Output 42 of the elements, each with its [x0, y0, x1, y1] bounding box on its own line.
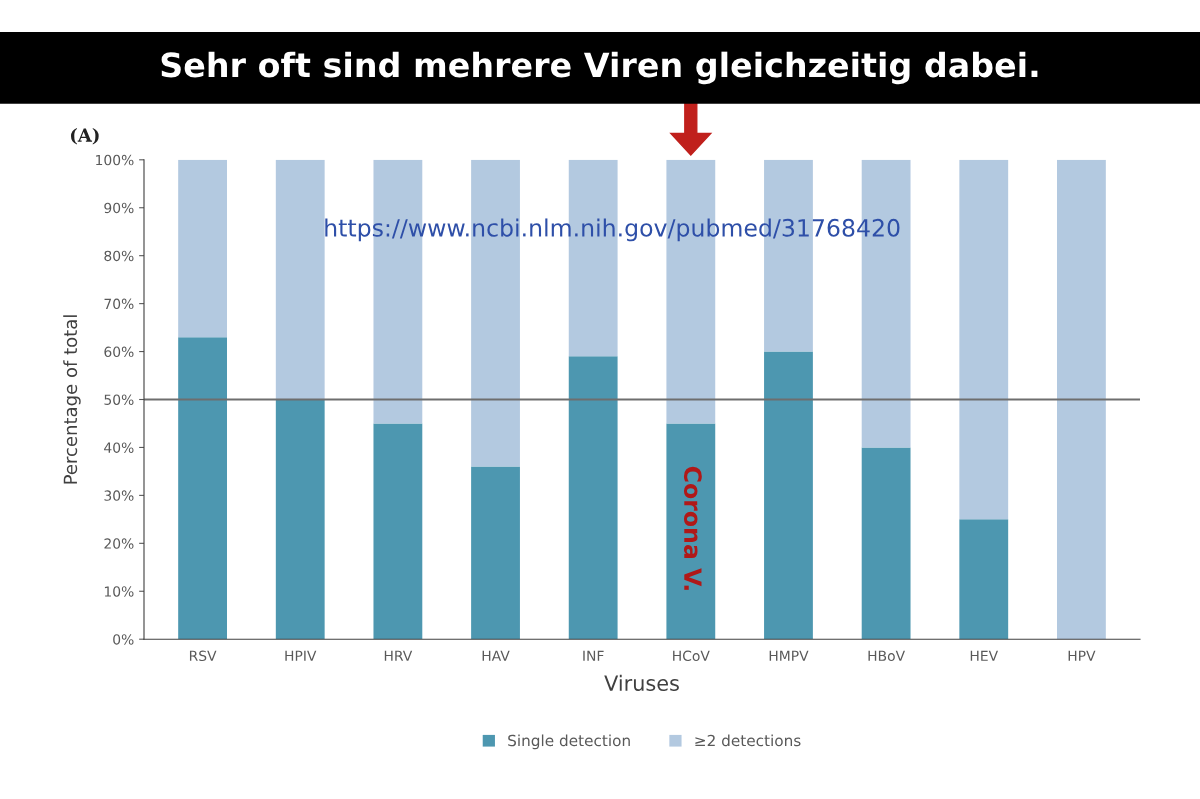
x-tick-label: HAV: [482, 650, 510, 661]
x-tick-label: HMPV: [769, 650, 809, 661]
y-tick-label: 100%: [96, 154, 134, 166]
bar: [373, 423, 423, 640]
bar: [764, 351, 813, 640]
y-tick-label: 0%: [113, 634, 134, 645]
legend-label: Single detection: [508, 734, 630, 750]
x-tick-label: INF: [583, 650, 604, 661]
x-tick-label: HRV: [384, 650, 413, 661]
y-axis-title: Percentage of total: [63, 315, 81, 484]
chart-title: Sehr oft sind mehrere Viren gleichzeitig dabei.: [161, 51, 1038, 85]
annotation: Corona V.: [683, 466, 702, 590]
x-tick-label: HPIV: [285, 650, 317, 661]
bar: [1057, 159, 1106, 640]
x-tick-label: HCoV: [673, 650, 710, 662]
y-tick-label: 20%: [104, 538, 134, 549]
legend-label: ≥2 detections: [695, 734, 801, 747]
text: (A): [71, 127, 99, 145]
x-tick-label: HEV: [970, 650, 999, 661]
bar: [568, 356, 618, 640]
bar: [666, 423, 716, 640]
bar: [275, 159, 325, 400]
bar: [959, 519, 1009, 640]
y-tick-label: 80%: [104, 250, 134, 262]
x-tick-label: HPV: [1068, 650, 1096, 661]
bar: [959, 159, 1009, 520]
y-tick-label: 30%: [104, 490, 134, 501]
y-tick-label: 50%: [104, 394, 134, 405]
y-tick-label: 40%: [104, 442, 134, 453]
y-tick-label: 10%: [104, 586, 134, 597]
bar: [178, 159, 227, 338]
annotation: https://www.ncbi.nlm.nih.gov/pubmed/31768420: [325, 218, 900, 242]
x-axis-title: Viruses: [604, 674, 679, 691]
bar: [275, 399, 325, 640]
y-tick-label: 70%: [104, 298, 134, 310]
bar: [178, 337, 227, 640]
bar: [861, 447, 911, 640]
y-tick-label: 90%: [104, 202, 134, 214]
x-tick-label: HBoV: [868, 650, 905, 662]
bar: [471, 466, 520, 640]
x-tick-label: RSV: [189, 650, 217, 662]
y-tick-label: 60%: [104, 346, 134, 358]
